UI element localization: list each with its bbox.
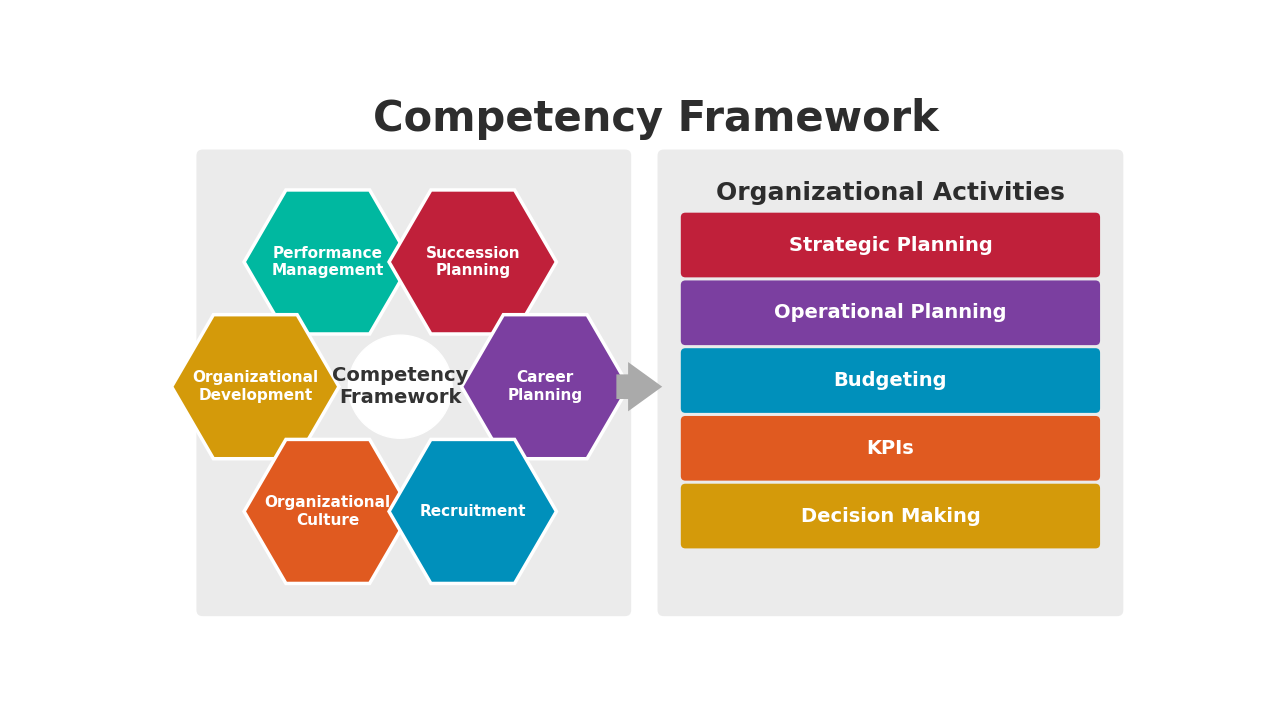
Text: Budgeting: Budgeting [833,371,947,390]
Text: Strategic Planning: Strategic Planning [788,235,992,254]
Text: Competency Framework: Competency Framework [374,98,938,140]
Text: Organizational Activities: Organizational Activities [716,181,1065,204]
Text: Succession
Planning: Succession Planning [425,246,520,278]
Polygon shape [389,190,557,334]
Text: Career
Planning: Career Planning [508,371,582,403]
FancyBboxPatch shape [658,150,1124,616]
Text: Operational Planning: Operational Planning [774,303,1006,323]
Polygon shape [389,439,557,583]
FancyBboxPatch shape [681,416,1100,481]
FancyBboxPatch shape [681,484,1100,549]
Text: Decision Making: Decision Making [800,507,980,526]
Text: Performance
Management: Performance Management [271,246,384,278]
Text: Recruitment: Recruitment [420,504,526,519]
Text: KPIs: KPIs [867,438,914,458]
Polygon shape [462,315,628,459]
Text: Organizational
Culture: Organizational Culture [265,495,390,528]
Text: Competency
Framework: Competency Framework [332,366,468,408]
FancyBboxPatch shape [681,348,1100,413]
Polygon shape [244,190,411,334]
Polygon shape [244,439,411,583]
Polygon shape [172,315,339,459]
Polygon shape [617,362,662,411]
Circle shape [348,335,452,438]
FancyBboxPatch shape [681,280,1100,345]
FancyBboxPatch shape [196,150,631,616]
Text: Organizational
Development: Organizational Development [192,371,319,403]
FancyBboxPatch shape [681,212,1100,277]
